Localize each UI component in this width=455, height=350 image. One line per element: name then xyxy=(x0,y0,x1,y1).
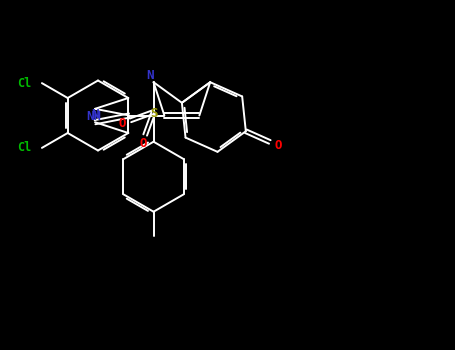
Text: NH: NH xyxy=(86,110,101,123)
Text: O: O xyxy=(119,117,126,130)
Text: Cl: Cl xyxy=(17,77,31,90)
Text: N: N xyxy=(91,108,99,121)
Text: Cl: Cl xyxy=(17,141,31,154)
Text: S: S xyxy=(150,107,157,120)
Text: O: O xyxy=(140,137,147,150)
Text: O: O xyxy=(274,139,282,152)
Text: N: N xyxy=(147,69,154,82)
